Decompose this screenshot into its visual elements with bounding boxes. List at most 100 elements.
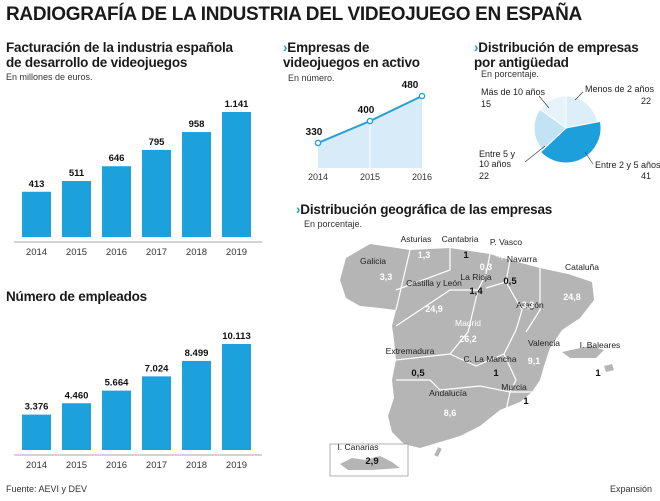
map-region-value: 1	[523, 396, 529, 407]
employees-tick-label: 2016	[106, 460, 127, 471]
map-region-name: Cantabria	[442, 234, 479, 244]
age-pie-label: Menos de 2 años	[585, 84, 655, 94]
age-pie-slice	[539, 95, 567, 129]
map-region-value: 0,5	[503, 276, 517, 287]
map-region-name: I. Baleares	[580, 340, 621, 350]
map-region-name: Extremadura	[386, 346, 435, 356]
map-region-value: 2,9	[365, 456, 378, 467]
map-region-name: La Rioja	[460, 272, 491, 282]
companies-area-chart: 330 2014 400 2015 480 2016	[306, 80, 432, 182]
age-pie-slice	[565, 95, 599, 129]
age-pie-value: 22	[641, 96, 651, 106]
companies-tick-label: 2014	[308, 172, 328, 182]
map-region-value: 24,8	[563, 292, 581, 302]
map-title: ›Distribución geográfica de las empresas	[296, 202, 553, 217]
age-pie-label: Más de 10 años	[481, 87, 546, 97]
age-pie-label: Entre 5 y	[479, 149, 516, 159]
companies-tick-label: 2016	[412, 172, 432, 182]
revenue-value-label: 511	[69, 168, 85, 179]
employees-value-label: 3.376	[25, 402, 49, 413]
age-pie-leader	[524, 145, 546, 163]
companies-point	[418, 92, 426, 100]
revenue-bar	[182, 132, 211, 237]
revenue-tick-label: 2015	[66, 247, 87, 258]
map-region-value: 1	[493, 368, 499, 379]
map-borders	[395, 248, 541, 421]
map-region-value: 9,1	[528, 356, 541, 366]
revenue-tick-label: 2019	[226, 247, 247, 258]
revenue-bar	[102, 166, 131, 237]
age-pie-leader	[584, 151, 594, 165]
map-region-name: Murcia	[501, 382, 527, 392]
map-region-value: 1	[463, 250, 469, 261]
employees-tick-label: 2019	[226, 460, 247, 471]
revenue-bar	[62, 181, 91, 237]
revenue-bar	[142, 149, 171, 237]
revenue-value-label: 413	[29, 179, 45, 190]
revenue-tick-label: 2017	[146, 247, 167, 258]
map-region-name: Madrid	[455, 318, 481, 328]
map-region-name: Castilla y León	[406, 278, 462, 288]
companies-value-label: 480	[402, 80, 419, 91]
employees-bar	[222, 344, 251, 450]
companies-chart-title: ›Empresas de videojuegos en activo	[283, 40, 420, 70]
main-title: RADIOGRAFÍA DE LA INDUSTRIA DEL VIDEOJUE…	[6, 4, 582, 25]
map-region-value: 4,6	[496, 250, 509, 260]
credit-note: Expansión	[609, 484, 652, 494]
employees-bar	[102, 390, 131, 450]
age-pie-leader	[538, 95, 550, 109]
map-region-name: I. Canarias	[337, 442, 378, 452]
revenue-tick-label: 2018	[186, 247, 207, 258]
employees-value-label: 7.024	[145, 363, 169, 374]
map-region-name: Asturias	[401, 234, 432, 244]
companies-point	[366, 117, 374, 125]
map-region-value: 8,6	[444, 408, 457, 418]
employees-bar	[62, 403, 91, 450]
map-region-value: 1,4	[469, 286, 483, 297]
spain-map: Asturias 1,3 Cantabria 1 P. Vasco 4,6 Galicia 3…	[329, 234, 621, 477]
map-region-name: Andalucía	[429, 388, 467, 398]
revenue-value-label: 646	[109, 153, 125, 164]
age-chart-title: ›Distribución de empresas por antigüedad	[474, 40, 639, 70]
employees-value-label: 10.113	[222, 331, 251, 342]
age-pie-label: Entre 2 y 5 años	[595, 160, 660, 170]
employees-chart-title: Número de empleados	[6, 289, 147, 304]
map-region-value: 26,2	[459, 334, 477, 344]
map-region-name: Aragón	[516, 300, 544, 310]
map-region-name: P. Vasco	[490, 237, 523, 247]
employees-tick-label: 2017	[146, 460, 167, 471]
age-pie-value: 41	[641, 171, 651, 181]
companies-value-label: 330	[306, 127, 323, 138]
employees-tick-label: 2018	[186, 460, 207, 471]
map-region-value: 24,9	[425, 304, 443, 314]
companies-point	[314, 139, 322, 147]
map-region-name: C. La Mancha	[464, 354, 517, 364]
map-region-value: 1	[595, 368, 601, 379]
source-note: Fuente: AEVI y DEV	[6, 484, 88, 494]
map-region-name: Valencia	[528, 338, 560, 348]
companies-tick-label: 2015	[360, 172, 380, 182]
revenue-bar	[222, 112, 251, 237]
employees-tick-label: 2015	[66, 460, 87, 471]
revenue-value-label: 795	[149, 137, 166, 148]
age-chart-subtitle: En porcentaje.	[481, 69, 540, 79]
revenue-chart-subtitle: En millones de euros.	[6, 72, 93, 82]
map-subtitle: En porcentaje.	[304, 219, 363, 229]
revenue-bar-chart: 413 2014 511 2015 646 2016 795 2017 958 2018 1.141…	[14, 99, 262, 258]
map-region-name: Cataluña	[565, 262, 599, 272]
map-region-value: 3,3	[380, 272, 393, 282]
companies-chart-subtitle: En número.	[288, 73, 335, 83]
map-region-value: 0,5	[411, 368, 425, 379]
age-pie-slice	[539, 120, 602, 164]
map-region-value: 1,3	[418, 250, 431, 260]
age-pie-value: 15	[481, 99, 491, 109]
revenue-tick-label: 2016	[106, 247, 127, 258]
age-pie-leader	[574, 91, 584, 101]
revenue-tick-label: 2014	[26, 247, 47, 258]
employees-value-label: 5.664	[105, 378, 129, 389]
employees-bar	[182, 360, 211, 450]
revenue-chart-title: Facturación de la industria española de …	[6, 40, 233, 70]
map-landmass	[329, 244, 614, 477]
employees-value-label: 4.460	[65, 390, 89, 401]
map-region-name: Navarra	[507, 254, 538, 264]
